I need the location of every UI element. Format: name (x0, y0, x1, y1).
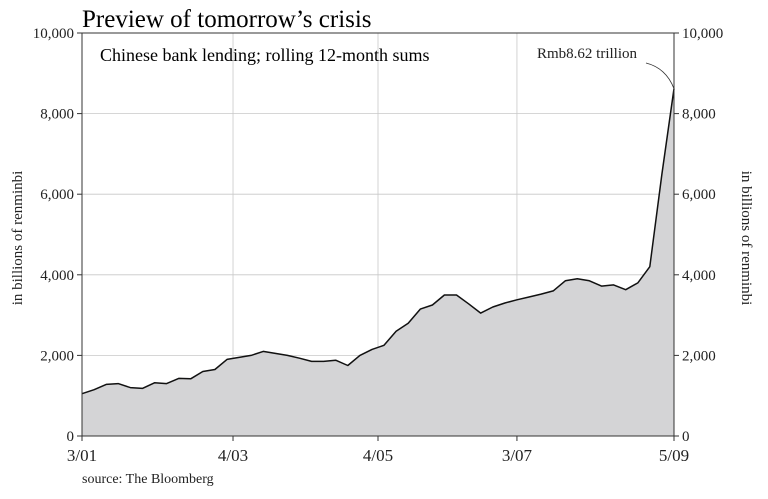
y-tick-label-left: 6,000 (40, 187, 74, 203)
x-tick-label: 3/07 (502, 446, 533, 465)
y-tick-label-right: 6,000 (682, 187, 716, 203)
source-note: source: The Bloomberg (82, 472, 214, 487)
y-tick-label-left: 10,000 (33, 26, 74, 42)
series-line (81, 88, 675, 395)
y-tick-label-right: 4,000 (682, 268, 716, 284)
x-tick-label: 4/05 (363, 446, 393, 465)
y-axis-label-right: in billions of renminbi (738, 171, 754, 306)
x-tick-label: 5/09 (659, 446, 689, 465)
series-area (82, 88, 674, 436)
y-tick-label-left: 2,000 (40, 348, 74, 364)
annotation-leader (645, 62, 675, 89)
y-tick-label-right: 10,000 (682, 26, 723, 42)
y-axis-label-left: in billions of renminbi (10, 171, 26, 306)
y-tick-label-right: 2,000 (682, 348, 716, 364)
x-tick-label: 3/01 (67, 446, 97, 465)
y-tick-label-left: 0 (67, 429, 75, 445)
area-layer (81, 88, 675, 436)
chart-title: Preview of tomorrow’s crisis (82, 6, 372, 33)
y-tick-label-right: 0 (682, 429, 690, 445)
annotation-label: Rmb8.62 trillion (537, 46, 638, 62)
y-tick-label-right: 8,000 (682, 107, 716, 123)
y-tick-label-left: 8,000 (40, 107, 74, 123)
y-tick-labels: 0 0 2,000 2,000 4,000 4,000 6,000 6,000 8,000 8,0… (33, 26, 724, 445)
x-tick-labels: 3/01 4/03 4/05 3/07 5/09 (67, 436, 689, 465)
chart-subtitle: Chinese bank lending; rolling 12-month s… (100, 45, 429, 65)
x-tick-label: 4/03 (218, 446, 248, 465)
y-tick-label-left: 4,000 (40, 268, 74, 284)
annotation: Rmb8.62 trillion (537, 46, 675, 89)
